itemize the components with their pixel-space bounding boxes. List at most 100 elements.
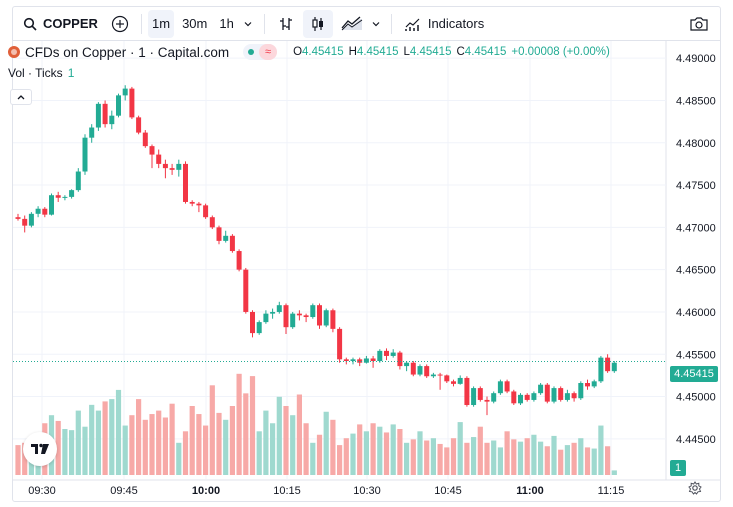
y-tick-label: 4.49000: [676, 53, 716, 65]
candle-body: [363, 358, 369, 363]
volume-bar: [122, 425, 128, 475]
symbol-search[interactable]: COPPER: [13, 10, 105, 38]
close-value: 4.45415: [464, 46, 507, 58]
volume-label: Vol · Ticks: [8, 66, 63, 80]
candle-body: [343, 359, 349, 362]
tradingview-logo[interactable]: [23, 432, 57, 466]
volume-bar: [176, 442, 182, 475]
candle-body: [491, 393, 497, 402]
volume-bar: [136, 399, 142, 475]
candle-body: [223, 235, 229, 241]
interval-1h[interactable]: 1h: [219, 16, 234, 31]
volume-bar: [450, 438, 457, 475]
candle-body: [229, 235, 235, 252]
y-tick-label: 4.46000: [676, 307, 716, 319]
volume-bar: [571, 442, 577, 475]
indicators-label: Indicators: [427, 16, 485, 31]
x-tick-label: 11:00: [516, 485, 544, 497]
candle-body: [571, 393, 577, 399]
candles-style-button[interactable]: [302, 9, 333, 38]
last-price-label: 4.45415: [670, 366, 718, 382]
high-value: 4.45415: [356, 46, 399, 58]
volume-bar: [283, 406, 289, 475]
volume-bar: [142, 419, 148, 475]
x-tick-label: 10:30: [353, 485, 381, 497]
interval-dropdown[interactable]: [238, 10, 258, 38]
volume-bar: [377, 426, 383, 475]
market-status-pill[interactable]: ≈: [243, 44, 278, 60]
candle-body: [370, 358, 376, 362]
volume-bar: [129, 415, 135, 475]
candle-body: [451, 381, 456, 384]
candle-body: [196, 203, 202, 206]
volume-bar: [296, 394, 302, 475]
candle-body: [417, 366, 423, 375]
candle-body: [35, 208, 41, 214]
collapse-legend-button[interactable]: [10, 89, 32, 105]
candle-body: [149, 146, 155, 155]
candle-body: [162, 163, 168, 169]
change-value: +0.00008 (+0.00%): [511, 46, 610, 58]
y-tick-label: 4.44500: [676, 434, 716, 446]
candle-body: [564, 393, 570, 400]
candle-body: [303, 315, 309, 318]
y-tick-label: 4.48000: [676, 138, 716, 150]
candle-body: [538, 384, 544, 394]
candle-body: [357, 359, 363, 363]
tradingview-logo-icon: [31, 443, 49, 454]
volume-bar: [363, 431, 369, 475]
candle-body: [404, 362, 410, 367]
volume-bar: [203, 425, 209, 475]
candle-body: [28, 213, 34, 226]
volume-bar: [611, 470, 617, 475]
candle-body: [330, 310, 336, 329]
candle-body: [75, 171, 81, 191]
volume-bar: [243, 393, 249, 475]
candle-body: [484, 399, 490, 402]
candle-body: [283, 305, 289, 328]
volume-bar: [497, 447, 503, 475]
candle-body: [42, 208, 48, 215]
ohlc-values: O4.45415 H4.45415 L4.45415 C4.45415 +0.0…: [293, 46, 610, 58]
candle-body: [598, 357, 604, 382]
volume-bar: [484, 442, 490, 475]
candle-body: [82, 137, 88, 172]
interval-30m[interactable]: 30m: [182, 16, 208, 31]
candle-body: [243, 269, 249, 312]
candle-body: [22, 218, 28, 226]
volume-bar: [95, 410, 101, 475]
volume-bar: [223, 419, 229, 475]
candle-body: [591, 381, 597, 387]
x-tick-label: 11:15: [598, 485, 625, 497]
volume-bar: [605, 446, 611, 475]
candle-body: [156, 154, 162, 164]
x-tick-label: 09:45: [110, 485, 138, 497]
candle-body: [122, 88, 128, 96]
volume-bar: [156, 410, 162, 475]
compare-button[interactable]: [105, 10, 135, 38]
volume-bar: [89, 404, 95, 475]
area-style-button[interactable]: [337, 10, 367, 38]
candle-body: [290, 313, 296, 328]
volume-bar: [491, 440, 497, 475]
indicators-button[interactable]: Indicators: [398, 10, 490, 38]
screenshot-button[interactable]: [684, 10, 714, 38]
volume-bar: [236, 373, 242, 475]
bar-style-button[interactable]: [271, 10, 301, 38]
volume-bar: [310, 442, 316, 475]
volume-bar: [524, 438, 530, 475]
interval-1m[interactable]: 1m: [148, 9, 175, 38]
volume-bar: [316, 434, 323, 475]
settings-gear-icon[interactable]: [688, 481, 702, 498]
candle-body: [531, 393, 537, 400]
chevron-up-icon: [17, 95, 25, 100]
volume-bar: [397, 429, 403, 475]
volume-bar: [410, 439, 416, 475]
candle-body: [444, 375, 450, 382]
candle-body: [256, 322, 262, 334]
candle-body: [424, 366, 430, 377]
volume-bar: [229, 406, 235, 475]
y-tick-label: 4.47500: [676, 180, 716, 192]
chart-style-dropdown[interactable]: [367, 10, 385, 38]
